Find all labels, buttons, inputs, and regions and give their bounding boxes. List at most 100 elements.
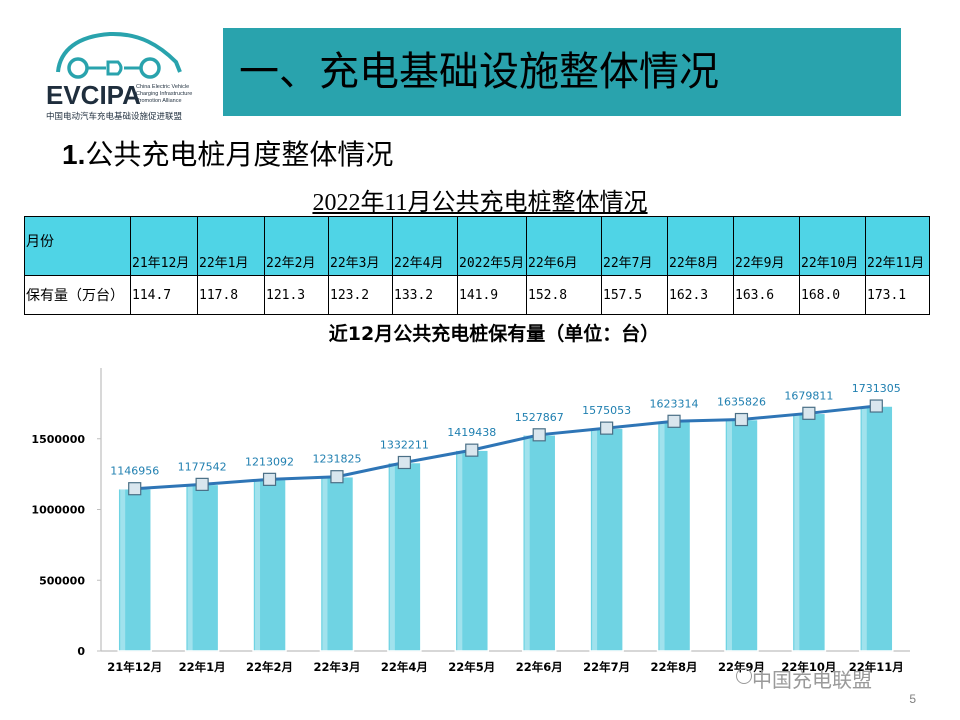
data-table: 月份 21年12月 22年1月 22年2月 22年3月 22年4月 2022年5… — [24, 216, 930, 315]
x-tick-label: 22年3月 — [313, 660, 360, 674]
x-tick-label: 22年4月 — [381, 660, 428, 674]
table-header-cell: 21年12月 — [130, 216, 198, 276]
data-label: 1146956 — [110, 465, 159, 478]
table-cell: 168.0 — [799, 275, 866, 315]
bar-highlight — [524, 434, 530, 651]
table-header-cell: 22年8月 — [667, 216, 734, 276]
table-header-cell: 22年2月 — [264, 216, 329, 276]
bar — [724, 418, 759, 652]
x-tick-label: 21年12月 — [107, 660, 162, 674]
bar-highlight — [659, 421, 665, 651]
table-header-cell: 2022年5月 — [457, 216, 527, 276]
bar-highlight — [457, 450, 463, 651]
line-point-marker — [397, 455, 411, 470]
table-cell: 152.8 — [526, 275, 602, 315]
car-plug-icon — [56, 31, 182, 79]
table-cell: 121.3 — [264, 275, 329, 315]
line-point-marker — [195, 477, 209, 491]
bar-highlight — [389, 462, 395, 651]
bar-highlight — [255, 479, 261, 651]
chart-title: 近12月公共充电桩保有量（单位：台） — [329, 322, 659, 345]
x-tick-label: 22年11月 — [849, 660, 904, 674]
table-row-label: 保有量（万台） — [24, 275, 131, 315]
table-header-row: 月份 21年12月 22年1月 22年2月 22年3月 22年4月 2022年5… — [24, 216, 930, 276]
table-cell: 114.7 — [130, 275, 198, 315]
bar — [521, 434, 557, 652]
bar-highlight — [322, 476, 328, 651]
x-tick-label: 22年7月 — [583, 660, 630, 674]
data-label: 1332211 — [380, 438, 429, 451]
table-cell: 163.6 — [733, 275, 800, 315]
line-point-marker — [128, 482, 142, 496]
x-tick-label: 22年8月 — [651, 660, 698, 674]
line-point-marker — [667, 414, 681, 428]
bar — [791, 412, 827, 652]
wechat-icon — [736, 668, 752, 684]
title-bar: 一、充电基础设施整体情况 — [223, 28, 901, 116]
series-line — [134, 404, 877, 491]
evcipa-logo: EVCIPA China Electric Vehicle Charging I… — [40, 28, 200, 122]
data-label: 1177542 — [178, 460, 227, 473]
table-value-row: 保有量（万台） 114.7 117.8 121.3 123.2 133.2 14… — [24, 275, 930, 315]
table-header-cell: 22年10月 — [799, 216, 866, 276]
table-cell: 141.9 — [457, 275, 527, 315]
table-cell: 117.8 — [197, 275, 265, 315]
table-cell: 123.2 — [328, 275, 393, 315]
x-tick-label: 22年10月 — [781, 660, 836, 674]
watermark: 中国充电联盟 — [752, 668, 872, 692]
x-tick-label: 22年6月 — [516, 660, 563, 674]
bar — [387, 461, 422, 652]
section-heading: 1.公共充电桩月度整体情况 — [62, 133, 393, 173]
data-label: 1635826 — [717, 396, 766, 409]
y-tick-label: 1000000 — [31, 504, 85, 517]
bar-highlight — [726, 419, 732, 651]
data-label: 1575053 — [582, 404, 631, 417]
table-header-cell: 22年11月 — [865, 216, 930, 276]
table-cell: 162.3 — [667, 275, 734, 315]
bar-line-chart: 近12月公共充电桩保有量（单位：台） 0 500000 1000000 1500000… — [31, 322, 910, 674]
line-point-marker — [802, 406, 816, 420]
line-point-marker — [600, 421, 614, 435]
bar-highlight — [861, 406, 867, 651]
table-cell: 173.1 — [865, 275, 930, 315]
data-label: 1731305 — [852, 382, 901, 395]
page-title: 一、充电基础设施整体情况 — [239, 49, 719, 95]
logo-brand-text: EVCIPA — [46, 80, 141, 110]
data-label: 1623314 — [650, 397, 699, 410]
table-row-label: 月份 — [24, 216, 131, 276]
bar-highlight — [592, 428, 598, 651]
table-cell: 157.5 — [601, 275, 668, 315]
bar — [589, 427, 624, 652]
section-title: 公共充电桩月度整体情况 — [85, 138, 394, 171]
table-header-cell: 22年1月 — [197, 216, 265, 276]
data-label: 1679811 — [784, 389, 833, 402]
bar-highlight — [120, 488, 126, 651]
y-tick-label: 0 — [77, 645, 85, 658]
x-tick-label: 22年9月 — [718, 660, 765, 674]
table-header-cell: 22年6月 — [526, 216, 602, 276]
x-tick-label: 22年1月 — [179, 660, 226, 674]
bar — [184, 483, 220, 652]
line-point-marker — [262, 472, 277, 486]
section-number: 1. — [62, 139, 86, 170]
y-tick-label: 500000 — [39, 574, 85, 587]
bar-highlight — [187, 484, 193, 651]
table-header-cell: 22年7月 — [601, 216, 668, 276]
logo-english-name: China Electric Vehicle Charging Infrastr… — [136, 84, 193, 104]
data-label: 1527867 — [515, 411, 564, 424]
table-header-cell: 22年3月 — [328, 216, 393, 276]
y-tick-label: 1500000 — [31, 433, 85, 446]
page-number: 5 — [909, 692, 916, 706]
data-label: 1419438 — [447, 426, 496, 439]
line-point-marker — [734, 412, 749, 427]
table-title: 2022年11月公共充电桩整体情况 — [312, 190, 648, 216]
table-header-cell: 22年9月 — [733, 216, 800, 276]
table-header-cell: 22年4月 — [392, 216, 458, 276]
logo-chinese-name: 中国电动汽车充电基础设施促进联盟 — [46, 112, 183, 122]
line-point-marker — [330, 470, 344, 484]
bar — [859, 405, 894, 652]
x-tick-label: 22年2月 — [246, 660, 293, 674]
line-point-marker — [869, 399, 883, 413]
data-label: 1213092 — [245, 455, 294, 468]
line-point-marker — [532, 428, 546, 442]
